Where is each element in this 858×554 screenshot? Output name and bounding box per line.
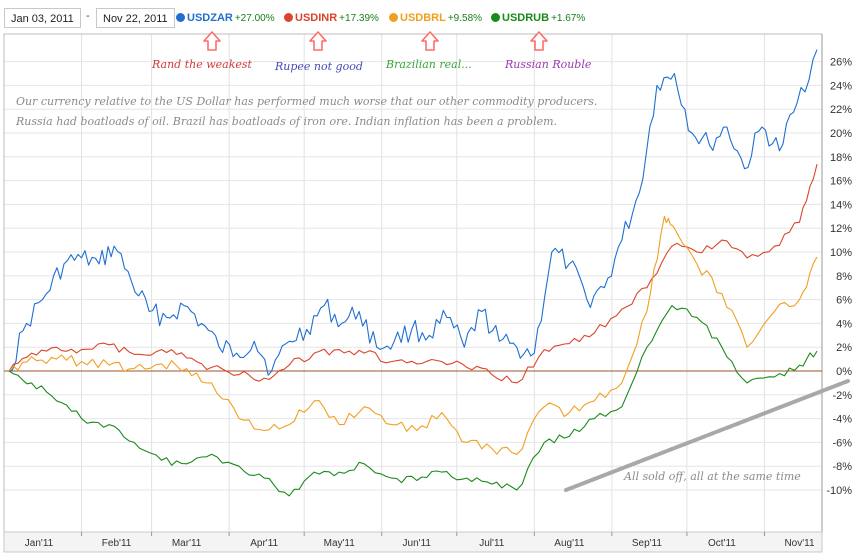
trend-line (564, 379, 850, 492)
y-tick-label: 24% (830, 80, 852, 92)
y-tick-label: 4% (836, 318, 852, 330)
x-tick-label: May'11 (324, 538, 356, 549)
x-axis-ticks: Jan'11 Feb'11 Mar'11 Apr'11 May'11 Jun'11 Jul'… (25, 532, 815, 549)
chart-frame (3, 33, 823, 553)
x-tick-label: Jan'11 (25, 538, 54, 549)
legend-marker-icon (284, 13, 293, 22)
legend-marker-icon (389, 13, 398, 22)
y-tick-label: -10% (826, 485, 852, 497)
y-tick-label: -2% (832, 390, 852, 402)
series-lines (8, 49, 818, 497)
y-tick-label: 16% (830, 176, 852, 188)
x-tick-label: Jul'11 (479, 538, 505, 549)
annotation-rand: Rand the weakest (152, 58, 252, 71)
up-arrow-icon (530, 31, 548, 51)
annotation-rupee: Rupee not good (275, 60, 363, 73)
y-tick-label: -4% (832, 414, 852, 426)
series-line-usdinr (8, 163, 818, 384)
up-arrow-icon (421, 31, 439, 51)
y-tick-label: 10% (830, 247, 852, 259)
up-arrow-icon (309, 31, 327, 51)
legend-item-usdinr[interactable]: USDINR +17.39% (284, 12, 379, 24)
x-tick-label: Nov'11 (784, 538, 815, 549)
y-tick-label: 12% (830, 223, 852, 235)
y-tick-label: 20% (830, 128, 852, 140)
y-tick-label: 8% (836, 271, 852, 283)
series-line-usdbrl (8, 215, 818, 455)
top-bar: Jan 03, 2011 - Nov 22, 2011 USDZAR +27.00… (0, 8, 858, 30)
series-line-usdzar (8, 49, 818, 376)
date-separator: - (86, 10, 90, 22)
legend-marker-icon (176, 13, 185, 22)
y-tick-label: 6% (836, 295, 852, 307)
y-tick-label: 0% (836, 366, 852, 378)
y-axis-ticks: 26% 24% 22% 20% 18% 16% 14% 12% 10% 8% 6% 4% 2% 0% -2%… (826, 57, 852, 497)
y-tick-label: 22% (830, 104, 852, 116)
y-tick-label: -6% (832, 437, 852, 449)
commentary-note: Our currency relative to the US Dollar h… (16, 92, 597, 132)
x-tick-label: Feb'11 (102, 538, 132, 549)
up-arrow-icon (203, 31, 221, 51)
end-date-field[interactable]: Nov 22, 2011 (96, 8, 175, 28)
legend-marker-icon (491, 13, 500, 22)
chart-annotations (203, 31, 850, 492)
legend-item-usdbrl[interactable]: USDBRL +9.58% (389, 12, 482, 24)
y-tick-label: -8% (832, 461, 852, 473)
x-tick-label: Sep'11 (632, 538, 663, 549)
y-tick-label: 18% (830, 152, 852, 164)
note-line-1: Our currency relative to the US Dollar h… (16, 95, 598, 108)
x-axis-strip (3, 531, 823, 553)
series-line-usdrub (8, 305, 818, 497)
note-line-2: Russia had boatloads of oil. Brazil has … (16, 115, 558, 128)
start-date-field[interactable]: Jan 03, 2011 (4, 8, 81, 28)
x-tick-label: Mar'11 (172, 538, 202, 549)
y-tick-label: 26% (830, 57, 852, 69)
x-tick-label: Oct'11 (708, 538, 736, 549)
annotation-real: Brazilian real... (386, 58, 472, 71)
annotation-rouble: Russian Rouble (505, 58, 592, 71)
y-tick-label: 14% (830, 199, 852, 211)
legend-item-usdzar[interactable]: USDZAR +27.00% (176, 12, 275, 24)
x-tick-label: Apr'11 (250, 538, 278, 549)
y-tick-label: 2% (836, 342, 852, 354)
trend-note: All sold off, all at the same time (624, 470, 801, 483)
x-tick-label: Jun'11 (403, 538, 432, 549)
x-tick-label: Aug'11 (554, 538, 585, 549)
legend-item-usdrub[interactable]: USDRUB +1.67% (491, 12, 585, 24)
